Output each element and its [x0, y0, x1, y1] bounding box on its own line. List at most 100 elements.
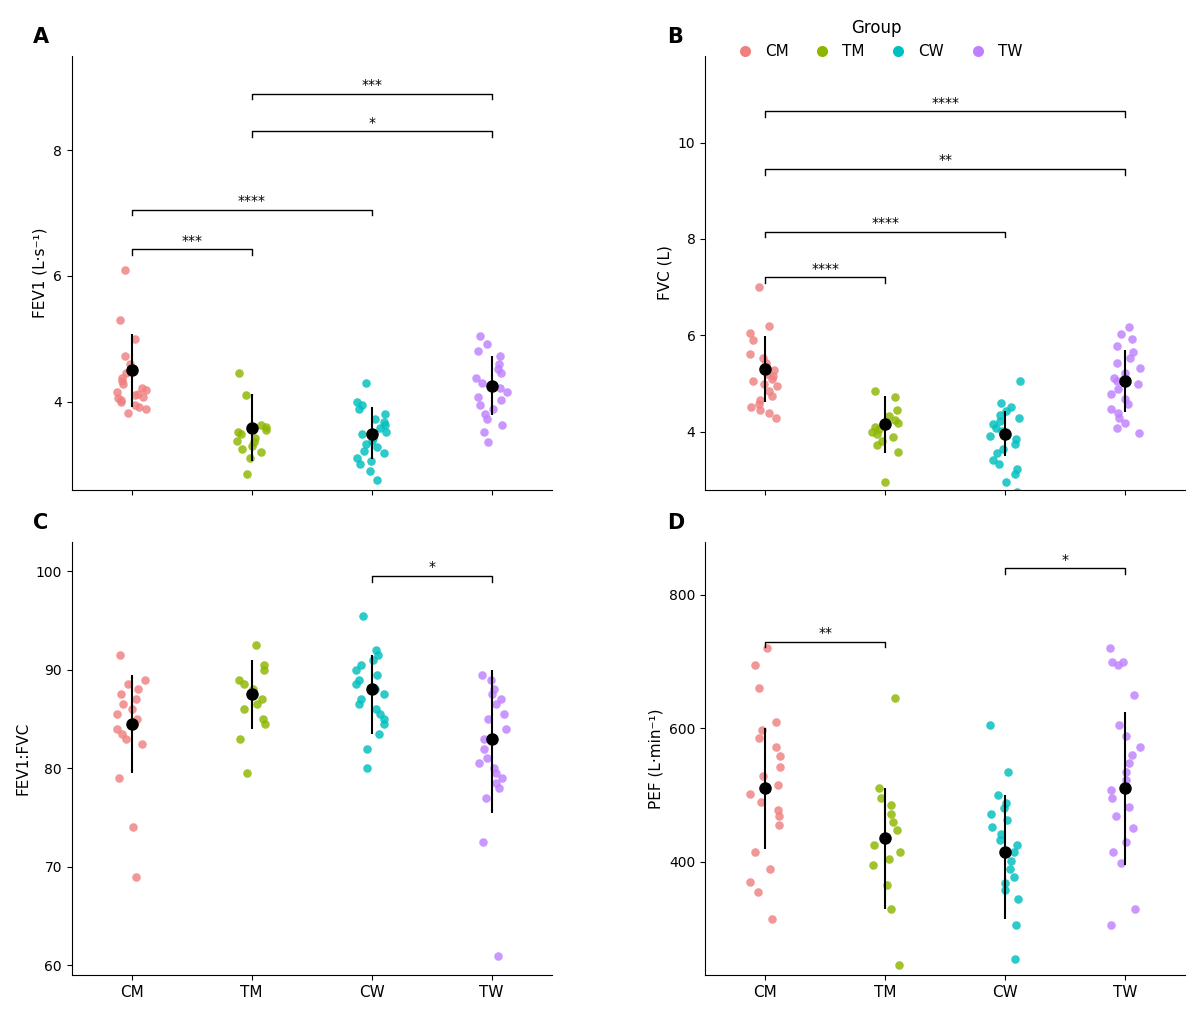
Point [1108, 420, 1127, 436]
Point [880, 408, 899, 424]
Point [1009, 410, 1028, 426]
Point [980, 806, 1000, 822]
Point [244, 686, 263, 702]
Point [1116, 833, 1135, 850]
Point [1128, 377, 1147, 393]
Point [1118, 396, 1138, 412]
Point [349, 401, 368, 417]
Text: A: A [34, 27, 49, 47]
Point [256, 716, 275, 732]
Y-axis label: FEV1:FVC: FEV1:FVC [16, 722, 30, 795]
Point [865, 383, 884, 399]
Point [125, 397, 144, 413]
Point [473, 667, 492, 683]
Point [760, 318, 779, 334]
Point [478, 750, 497, 766]
Point [126, 331, 145, 347]
Point [1000, 861, 1019, 877]
Point [353, 397, 372, 413]
Point [479, 434, 498, 451]
Point [887, 822, 906, 838]
Point [358, 741, 377, 757]
Point [1130, 360, 1150, 377]
Point [763, 388, 782, 404]
Point [107, 706, 126, 723]
Point [374, 686, 394, 702]
Point [767, 739, 786, 755]
Point [367, 472, 386, 488]
Point [348, 450, 367, 466]
Point [229, 365, 248, 382]
Point [745, 843, 764, 860]
Point [481, 672, 500, 688]
Point [1115, 364, 1134, 381]
Point [768, 802, 787, 818]
Point [1102, 386, 1121, 402]
Point [469, 343, 488, 359]
Text: ****: **** [931, 95, 959, 110]
Point [997, 474, 1016, 490]
Point [484, 760, 503, 776]
Point [238, 765, 257, 782]
Point [124, 819, 143, 835]
Point [367, 667, 386, 683]
Text: ***: *** [361, 78, 382, 91]
Point [1116, 772, 1135, 789]
Point [764, 362, 784, 379]
Point [1111, 326, 1130, 342]
Point [109, 770, 128, 787]
Point [352, 426, 371, 443]
Point [107, 384, 126, 400]
Point [491, 380, 510, 396]
Point [126, 869, 145, 885]
Point [116, 731, 136, 747]
Point [1102, 782, 1121, 798]
Point [883, 429, 902, 446]
Point [1109, 382, 1128, 398]
Point [367, 641, 386, 658]
Text: ****: **** [811, 262, 839, 276]
Point [467, 369, 486, 386]
Point [254, 662, 274, 678]
Point [362, 453, 382, 469]
Point [352, 691, 371, 707]
Point [108, 391, 127, 407]
Point [1120, 799, 1139, 815]
Point [992, 422, 1012, 438]
Point [991, 395, 1010, 411]
Point [769, 777, 788, 794]
Point [994, 441, 1013, 457]
Point [252, 417, 271, 433]
Point [356, 760, 376, 776]
Point [863, 857, 882, 873]
Point [497, 384, 516, 400]
Point [367, 438, 386, 455]
Point [233, 441, 252, 457]
Point [886, 411, 905, 427]
Text: *: * [368, 116, 376, 130]
Point [864, 837, 883, 854]
Point [470, 397, 490, 413]
Point [1124, 820, 1144, 836]
Point [884, 389, 904, 405]
Point [368, 647, 388, 663]
Point [1002, 399, 1021, 415]
Text: C: C [34, 513, 48, 533]
Point [115, 348, 134, 364]
Point [880, 851, 899, 867]
Point [374, 413, 394, 429]
Point [115, 262, 134, 278]
Point [116, 365, 136, 382]
Point [1114, 654, 1133, 670]
Point [370, 726, 389, 742]
Point [1124, 687, 1144, 703]
Point [770, 748, 790, 764]
Point [110, 647, 130, 663]
Point [366, 701, 385, 718]
Point [360, 463, 379, 479]
Point [232, 426, 251, 443]
Point [1108, 338, 1127, 354]
Point [491, 392, 510, 408]
Point [883, 814, 902, 830]
Point [751, 794, 770, 810]
